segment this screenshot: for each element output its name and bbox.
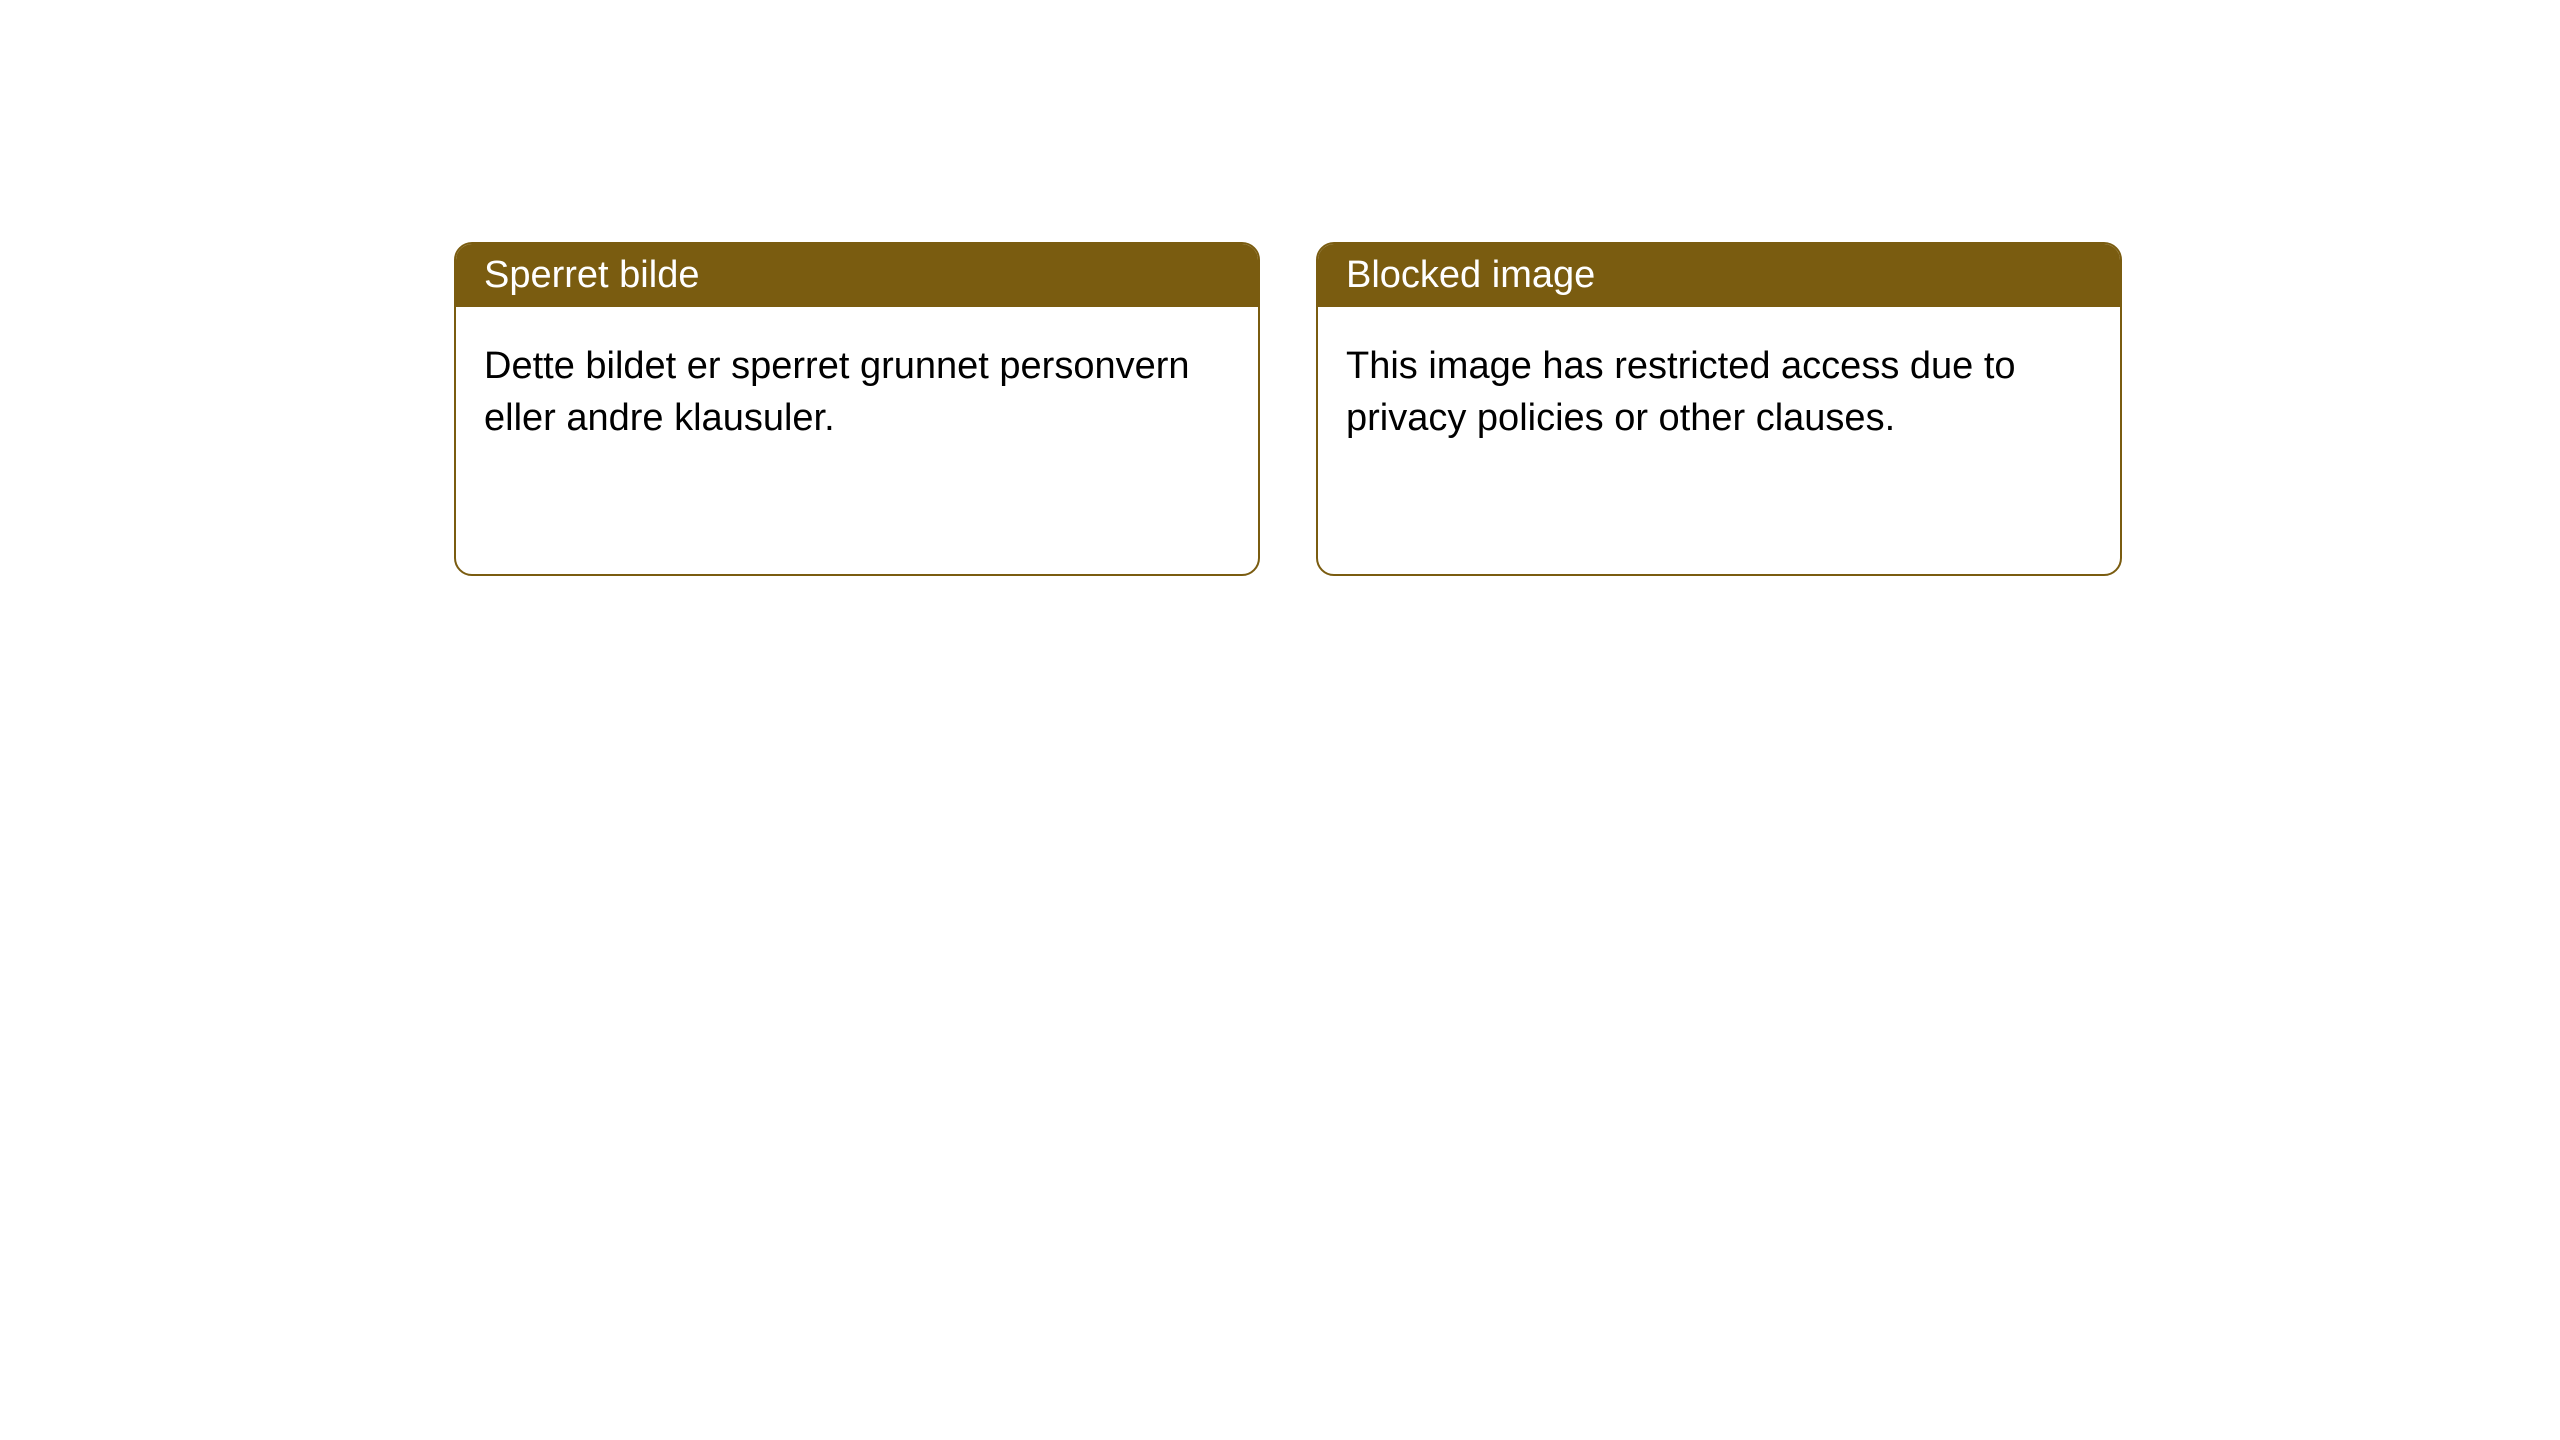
card-body: Dette bildet er sperret grunnet personve… [456, 307, 1258, 478]
notice-cards-container: Sperret bilde Dette bildet er sperret gr… [0, 0, 2560, 576]
blocked-image-card-english: Blocked image This image has restricted … [1316, 242, 2122, 576]
card-header: Blocked image [1318, 244, 2120, 307]
card-body-text: This image has restricted access due to … [1346, 345, 2016, 439]
card-body: This image has restricted access due to … [1318, 307, 2120, 478]
card-title: Blocked image [1346, 254, 1595, 296]
card-title: Sperret bilde [484, 254, 699, 296]
blocked-image-card-norwegian: Sperret bilde Dette bildet er sperret gr… [454, 242, 1260, 576]
card-body-text: Dette bildet er sperret grunnet personve… [484, 345, 1190, 439]
card-header: Sperret bilde [456, 244, 1258, 307]
